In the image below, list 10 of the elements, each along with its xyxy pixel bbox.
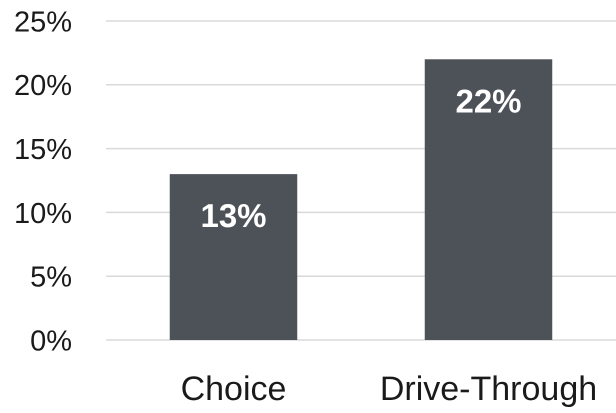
y-tick-label: 25% — [14, 6, 72, 38]
data-label: 13% — [200, 197, 267, 234]
y-tick-label: 5% — [30, 262, 72, 294]
y-tick-label: 20% — [14, 70, 72, 102]
x-tick-label: Drive-Through — [380, 370, 598, 408]
x-tick-label: Choice — [180, 370, 286, 408]
y-tick-label: 10% — [14, 198, 72, 230]
y-tick-label: 15% — [14, 134, 72, 166]
data-label: 22% — [455, 82, 522, 120]
y-tick-label: 0% — [30, 325, 72, 358]
